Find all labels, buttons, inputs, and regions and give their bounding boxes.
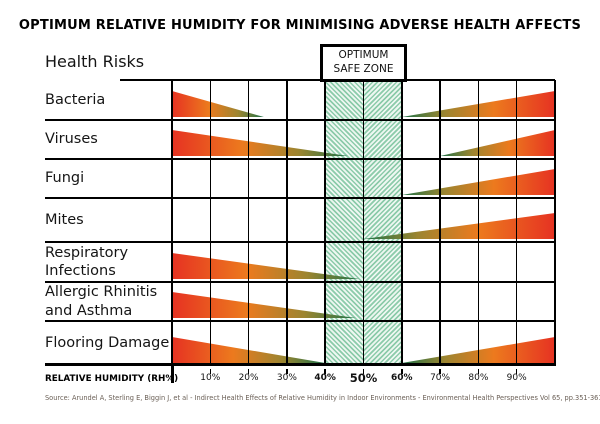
tick-mark-70 — [439, 369, 441, 374]
safe-zone-label-line2: SAFE ZONE — [333, 63, 394, 75]
safe-zone-hatch-left — [325, 80, 364, 366]
row-label-allergic-rhinitis-and-asthma: Allergic Rhinitis and Asthma — [45, 284, 158, 319]
tick-mark-90 — [515, 369, 518, 374]
gridline-rh-10 — [209, 80, 211, 366]
source-citation: Source: Arundel A, Sterling E, Biggin J,… — [45, 394, 600, 402]
axis-line — [45, 363, 555, 366]
wedge-bacteria-left — [172, 91, 264, 117]
gridline-rh-70 — [439, 80, 441, 366]
tick-mark-50 — [362, 369, 365, 374]
tick-mark-30 — [286, 369, 288, 374]
tick-mark-10 — [209, 369, 212, 374]
health-risks-label: Health Risks — [45, 52, 145, 71]
wedge-viruses-left — [172, 130, 349, 156]
row-label-viruses: Viruses — [45, 131, 98, 148]
gridline-rh-50 — [362, 80, 365, 366]
rh-axis-label: RELATIVE HUMIDITY (RH%) — [45, 374, 179, 384]
tick-mark-40 — [324, 369, 326, 374]
gridline-rh-90 — [516, 80, 518, 366]
gridline-rh-20 — [247, 80, 250, 366]
row-label-flooring-damage: Flooring Damage — [45, 335, 170, 352]
wedge-viruses-right — [440, 130, 555, 156]
gridline-rh-60 — [400, 80, 404, 366]
axis-origin-tick — [170, 366, 174, 383]
gridline-rh-100 — [554, 80, 556, 366]
tick-mark-80 — [477, 369, 480, 374]
tick-label-30: 30% — [276, 373, 297, 383]
gridline-rh-80 — [477, 80, 480, 366]
tick-label-40: 40% — [314, 373, 336, 383]
gridline-rh-40 — [323, 80, 327, 366]
tick-label-20: 20% — [238, 373, 259, 383]
row-separator-line — [45, 158, 555, 160]
tick-label-80: 80% — [468, 373, 489, 383]
row-label-respiratory-infections: Respiratory Infections — [45, 244, 129, 279]
safe-zone-label-line1: OPTIMUM — [338, 49, 389, 62]
tick-mark-60 — [401, 369, 403, 374]
tick-label-90: 90% — [506, 373, 527, 383]
row-separator-line — [45, 281, 555, 283]
tick-label-60: 60% — [391, 373, 413, 383]
gridline-rh-30 — [286, 80, 288, 366]
tick-label-70: 70% — [430, 373, 451, 383]
safe-zone-hatch-right — [363, 80, 402, 366]
row-separator-line — [45, 119, 555, 121]
tick-label-10: 10% — [200, 373, 221, 383]
row-separator-line — [45, 320, 555, 322]
optimum-safe-zone-box: OPTIMUM SAFE ZONE — [320, 44, 407, 82]
gridline-rh-0 — [171, 80, 173, 366]
tick-mark-20 — [247, 369, 250, 374]
row-label-mites: Mites — [45, 211, 84, 228]
chart-title: OPTIMUM RELATIVE HUMIDITY FOR MINIMISING… — [18, 18, 582, 33]
tick-label-50: 50% — [349, 371, 378, 385]
row-separator-line — [45, 197, 555, 199]
row-label-bacteria: Bacteria — [45, 91, 106, 108]
row-separator-line — [45, 241, 555, 243]
row-label-fungi: Fungi — [45, 170, 85, 187]
